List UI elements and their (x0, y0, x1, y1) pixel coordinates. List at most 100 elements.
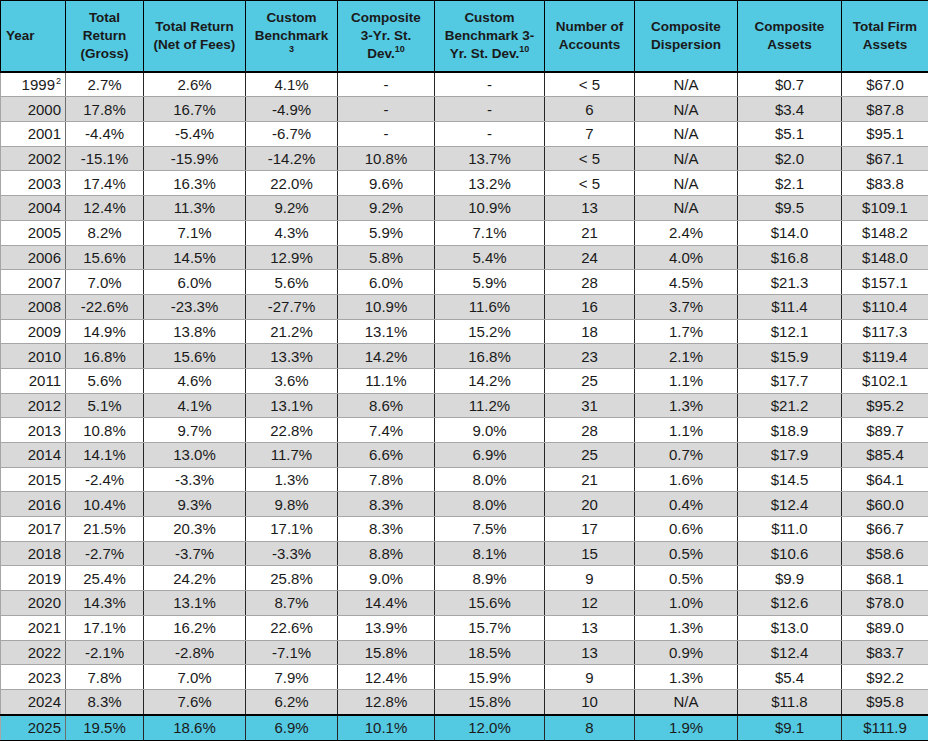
year-value: 2004 (28, 199, 61, 216)
cell-year: 2006 (1, 245, 66, 270)
cell-total-return-net: 11.3% (144, 196, 246, 221)
cell-custom-benchmark: 13.1% (246, 393, 338, 418)
cell-year: 2010 (1, 344, 66, 369)
cell-year: 2008 (1, 294, 66, 319)
cell-custom-benchmark: 7.9% (246, 665, 338, 690)
cell-total-return-gross: 25.4% (66, 566, 144, 591)
cell-benchmark-3yr-st-dev: 15.9% (435, 665, 545, 690)
cell-composite-dispersion: 1.7% (635, 319, 738, 344)
cell-composite-assets: $18.9 (738, 418, 842, 443)
cell-custom-benchmark: 22.8% (246, 418, 338, 443)
cell-benchmark-3yr-st-dev: - (435, 97, 545, 122)
cell-total-firm-assets: $119.4 (842, 344, 928, 369)
year-value: 2017 (28, 520, 61, 537)
header-label: Custom (464, 10, 514, 25)
table-row-2022: 2022-2.1%-2.8%-7.1%15.8%18.5%130.9%$12.4… (1, 640, 928, 665)
year-value: 2012 (28, 397, 61, 414)
header-label: Number of (556, 19, 624, 34)
cell-total-return-net: 2.6% (144, 72, 246, 97)
cell-composite-dispersion: N/A (635, 171, 738, 196)
year-value: 2023 (28, 669, 61, 686)
cell-composite-dispersion: 0.5% (635, 541, 738, 566)
cell-custom-benchmark: 9.2% (246, 196, 338, 221)
cell-benchmark-3yr-st-dev: 6.9% (435, 443, 545, 468)
cell-number-of-accounts: 25 (545, 368, 635, 393)
cell-total-return-gross: 14.3% (66, 591, 144, 616)
header-line: Custom (247, 9, 336, 27)
header-line: Benchmark 3- (436, 27, 543, 45)
cell-custom-benchmark: 3.6% (246, 368, 338, 393)
cell-year: 2009 (1, 319, 66, 344)
cell-total-firm-assets: $148.0 (842, 245, 928, 270)
table-row-1999: 199922.7%2.6%4.1%--< 5N/A$0.7$67.0 (1, 72, 928, 97)
cell-benchmark-3yr-st-dev: 8.0% (435, 467, 545, 492)
performance-table: YearTotalReturn(Gross)Total Return(Net o… (0, 0, 928, 741)
header-label: Composite (755, 19, 825, 34)
header-line: Total (67, 9, 142, 27)
cell-total-firm-assets: $95.8 (842, 689, 928, 714)
cell-custom-benchmark: 25.8% (246, 566, 338, 591)
cell-composite-assets: $14.5 (738, 467, 842, 492)
cell-total-return-gross: -4.4% (66, 122, 144, 147)
header-label: (Gross) (80, 46, 128, 61)
cell-total-return-gross: 17.1% (66, 615, 144, 640)
cell-year: 2025 (1, 715, 66, 741)
header-line: (Gross) (67, 45, 142, 63)
header-line: 3 (247, 44, 336, 62)
cell-composite-assets: $5.4 (738, 665, 842, 690)
cell-total-return-net: 4.6% (144, 368, 246, 393)
cell-year: 2000 (1, 97, 66, 122)
cell-composite-3yr-st-dev: 7.4% (338, 418, 435, 443)
cell-composite-3yr-st-dev: 13.1% (338, 319, 435, 344)
cell-total-firm-assets: $117.3 (842, 319, 928, 344)
cell-total-return-gross: 15.6% (66, 245, 144, 270)
cell-total-return-gross: 16.8% (66, 344, 144, 369)
cell-composite-dispersion: 0.4% (635, 492, 738, 517)
cell-custom-benchmark: -14.2% (246, 146, 338, 171)
cell-year: 2024 (1, 689, 66, 714)
cell-total-firm-assets: $95.1 (842, 122, 928, 147)
cell-number-of-accounts: 13 (545, 615, 635, 640)
column-header-composite-dispersion: CompositeDispersion (635, 1, 738, 72)
header-line: Assets (739, 36, 840, 54)
cell-benchmark-3yr-st-dev: 18.5% (435, 640, 545, 665)
cell-composite-dispersion: N/A (635, 146, 738, 171)
column-header-total-firm-assets: Total FirmAssets (842, 1, 928, 72)
cell-benchmark-3yr-st-dev: 13.2% (435, 171, 545, 196)
cell-custom-benchmark: 9.8% (246, 492, 338, 517)
cell-total-return-gross: 14.9% (66, 319, 144, 344)
table-body: 199922.7%2.6%4.1%--< 5N/A$0.7$67.02000 17… (1, 72, 928, 741)
cell-composite-3yr-st-dev: 8.6% (338, 393, 435, 418)
table-row-2006: 200615.6%14.5%12.9%5.8%5.4%244.0%$16.8$1… (1, 245, 928, 270)
header-line: Custom (436, 9, 543, 27)
table-row-2017: 201721.5%20.3%17.1%8.3%7.5%170.6%$11.0$6… (1, 517, 928, 542)
cell-composite-dispersion: 3.7% (635, 294, 738, 319)
cell-custom-benchmark: 13.3% (246, 344, 338, 369)
cell-total-return-net: 9.3% (144, 492, 246, 517)
cell-benchmark-3yr-st-dev: 7.5% (435, 517, 545, 542)
cell-composite-assets: $14.0 (738, 220, 842, 245)
cell-composite-dispersion: 0.6% (635, 517, 738, 542)
cell-composite-3yr-st-dev: 11.1% (338, 368, 435, 393)
cell-total-return-net: -3.3% (144, 467, 246, 492)
year-value: 1999 (22, 76, 55, 93)
cell-number-of-accounts: 31 (545, 393, 635, 418)
cell-number-of-accounts: 18 (545, 319, 635, 344)
cell-total-firm-assets: $111.9 (842, 715, 928, 741)
cell-custom-benchmark: 12.9% (246, 245, 338, 270)
cell-year: 2015 (1, 467, 66, 492)
year-value: 2009 (28, 323, 61, 340)
cell-number-of-accounts: 9 (545, 665, 635, 690)
cell-composite-3yr-st-dev: - (338, 97, 435, 122)
table-row-2024: 20248.3%7.6%6.2%12.8%15.8%10N/A$11.8$95.… (1, 689, 928, 714)
cell-number-of-accounts: 9 (545, 566, 635, 591)
cell-total-return-net: 24.2% (144, 566, 246, 591)
cell-benchmark-3yr-st-dev: - (435, 72, 545, 97)
cell-total-return-net: 13.1% (144, 591, 246, 616)
cell-total-return-net: 13.8% (144, 319, 246, 344)
cell-year: 19992 (1, 72, 66, 97)
header-line: (Net of Fees) (145, 36, 244, 54)
cell-custom-benchmark: 4.3% (246, 220, 338, 245)
cell-number-of-accounts: 6 (545, 97, 635, 122)
header-line: Total Return (145, 18, 244, 36)
